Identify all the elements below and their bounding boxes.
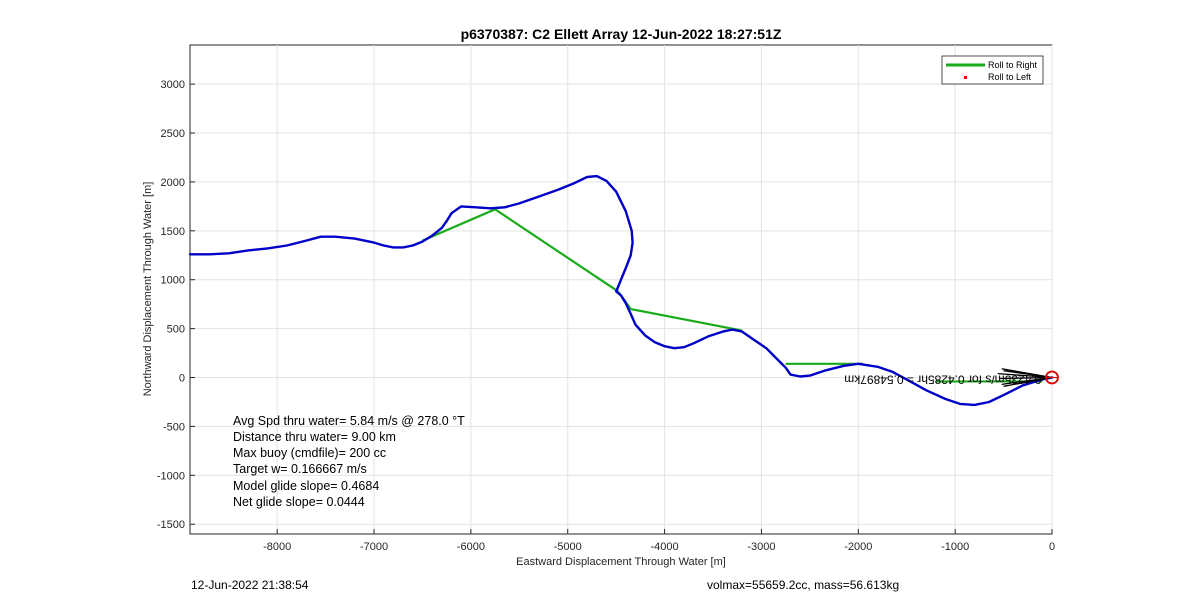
y-tick-label: -500: [163, 421, 185, 433]
y-tick-label: -1500: [157, 519, 185, 531]
legend-roll-right-label: Roll to Right: [988, 60, 1038, 70]
x-axis-label: Eastward Displacement Through Water [m]: [516, 556, 726, 568]
x-tick-label: -5000: [554, 541, 582, 553]
current-arrow-line: [999, 376, 1053, 380]
stat-distance: Distance thru water= 9.00 km: [233, 430, 396, 444]
roll-to-right-segment: [630, 307, 743, 332]
trajectory-line: [188, 174, 1054, 407]
y-tick-label: 2000: [161, 177, 185, 189]
current-arrow-line: [1003, 376, 1053, 387]
legend: Roll to Right Roll to Left: [941, 55, 1044, 85]
footer-timestamp: 12-Jun-2022 21:38:54: [191, 578, 309, 592]
y-tick-label: 500: [167, 324, 185, 336]
x-tick-label: -3000: [747, 541, 775, 553]
roll-to-right-segment: [422, 208, 496, 242]
x-tick-label: -6000: [457, 541, 485, 553]
x-tick-label: -7000: [360, 541, 388, 553]
axis-ticks: -8000 -7000 -6000 -5000 -4000 -3000 -2000 -1000…: [157, 79, 1055, 553]
y-tick-label: 3000: [161, 79, 185, 91]
x-tick-label: -8000: [263, 541, 291, 553]
legend-box: [941, 55, 1044, 85]
current-annotation: 0.4235m/s for 0.4285hr = 0.54897km: [844, 373, 1041, 387]
legend-roll-left-swatch: [964, 76, 967, 79]
y-tick-label: -1000: [157, 470, 185, 482]
y-tick-label: 0: [179, 373, 185, 385]
y-tick-label: 2500: [161, 128, 185, 140]
grid-lines: [190, 45, 1053, 534]
y-axis-label: Northward Displacement Through Water [m]: [142, 182, 154, 397]
data-series: 0.4235m/s for 0.4285hr = 0.54897km: [188, 174, 1059, 407]
stat-model-glide-slope: Model glide slope= 0.4684: [233, 479, 379, 493]
plot-area: [189, 44, 1053, 535]
stats-block: Avg Spd thru water= 5.84 m/s @ 278.0 °T …: [233, 414, 465, 509]
y-tick-label: 1500: [161, 226, 185, 238]
stat-net-glide-slope: Net glide slope= 0.0444: [233, 495, 365, 509]
chart-title: p6370387: C2 Ellett Array 12-Jun-2022 18…: [461, 26, 782, 42]
stat-avg-speed: Avg Spd thru water= 5.84 m/s @ 278.0 °T: [233, 414, 465, 428]
roll-to-right-segment: [494, 208, 619, 293]
footer-volmax-mass: volmax=55659.2cc, mass=56.613kg: [707, 578, 900, 592]
x-tick-label: -4000: [651, 541, 679, 553]
current-arrow-line: [997, 372, 1053, 379]
y-tick-label: 1000: [161, 275, 185, 287]
stat-target-w: Target w= 0.166667 m/s: [233, 462, 367, 476]
x-tick-label: -2000: [844, 541, 872, 553]
stat-max-buoy: Max buoy (cmdfile)= 200 cc: [233, 446, 386, 460]
x-tick-label: -1000: [941, 541, 969, 553]
x-tick-label: 0: [1049, 541, 1055, 553]
legend-roll-left-label: Roll to Left: [988, 72, 1032, 82]
